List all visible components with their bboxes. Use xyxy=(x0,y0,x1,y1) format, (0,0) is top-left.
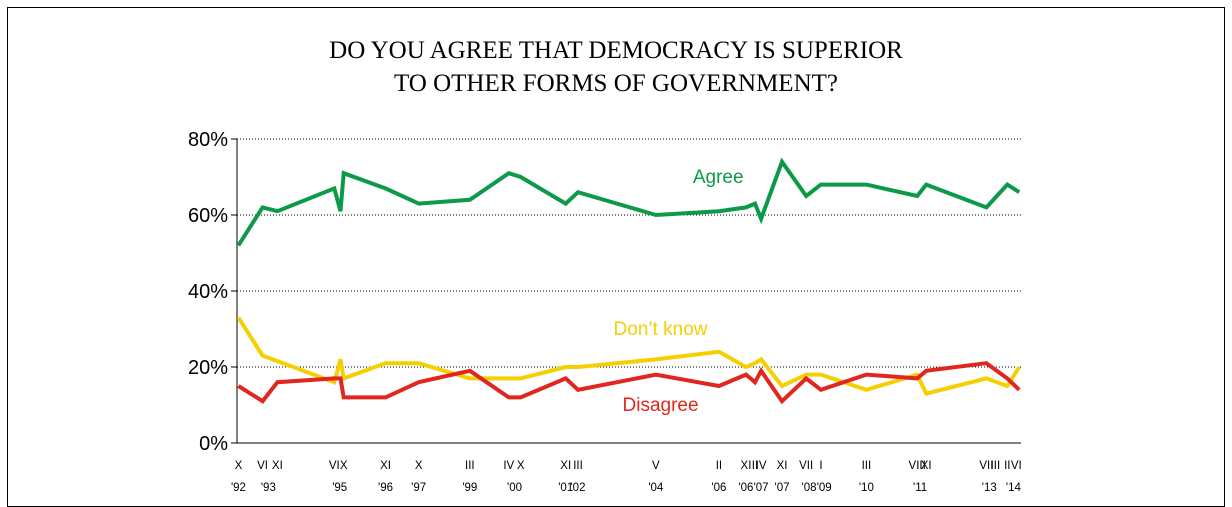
x-year-label: '14 xyxy=(1006,482,1022,494)
x-month-label: I xyxy=(819,460,822,472)
x-year-label: '00 xyxy=(507,482,522,494)
x-month-label: IV xyxy=(503,460,514,472)
x-month-label: II xyxy=(716,460,722,472)
series-line-agree xyxy=(238,162,1019,246)
x-month-label: V xyxy=(652,460,660,472)
x-year-label: '97 xyxy=(411,482,426,494)
x-month-label: XI xyxy=(777,460,788,472)
x-month-label: VII xyxy=(799,460,813,472)
x-year-label: '06 xyxy=(711,482,726,494)
x-month-label: X xyxy=(415,460,423,472)
x-month-label: X xyxy=(235,460,243,472)
x-year-label: '10 xyxy=(859,482,874,494)
x-year-label: '95 xyxy=(332,482,347,494)
x-year-label: '92 xyxy=(231,482,246,494)
x-year-label: '13 xyxy=(982,482,997,494)
y-tick-label: 60% xyxy=(188,205,228,227)
x-month-label: II xyxy=(1004,460,1010,472)
x-month-label: III xyxy=(862,460,872,472)
series-label-disagree: Disagree xyxy=(623,395,699,416)
x-month-label: XI xyxy=(272,460,283,472)
series-label-agree: Agree xyxy=(693,167,744,188)
x-month-label: III xyxy=(573,460,583,472)
x-month-label: III xyxy=(465,460,475,472)
x-year-label: '93 xyxy=(261,482,276,494)
x-year-label: '96 xyxy=(378,482,393,494)
tick-labels: 0%20%40%60%80%X VI XI VI X XI X III IV X XI III V II X… xyxy=(188,129,1022,494)
y-tick-label: 0% xyxy=(199,433,228,455)
x-month-label: X xyxy=(517,460,525,472)
y-tick-label: 40% xyxy=(188,281,228,303)
x-year-label: '08 xyxy=(802,482,817,494)
x-year-label: '04 xyxy=(648,482,664,494)
x-year-label: '07 xyxy=(754,482,769,494)
x-month-label: VI xyxy=(1011,460,1022,472)
x-month-label: XI xyxy=(560,460,571,472)
series-label-don-t-know: Don’t know xyxy=(614,319,708,340)
x-month-label: VI xyxy=(257,460,268,472)
x-month-label: IV xyxy=(756,460,767,472)
x-month-label: XI xyxy=(741,460,752,472)
x-month-label: X xyxy=(340,460,348,472)
series-lines xyxy=(238,162,1019,401)
x-month-label: III xyxy=(991,460,1001,472)
x-month-label: XI xyxy=(921,460,932,472)
x-year-label: '06 xyxy=(738,482,753,494)
x-month-label: XI xyxy=(380,460,391,472)
x-year-label: '02 xyxy=(570,482,585,494)
x-year-label: '09 xyxy=(817,482,832,494)
y-tick-label: 20% xyxy=(188,357,228,379)
x-year-label: '11 xyxy=(913,482,927,494)
y-tick-label: 80% xyxy=(188,129,228,151)
x-year-label: '99 xyxy=(462,482,477,494)
x-year-label: '07 xyxy=(775,482,790,494)
x-month-label: VI xyxy=(329,460,340,472)
